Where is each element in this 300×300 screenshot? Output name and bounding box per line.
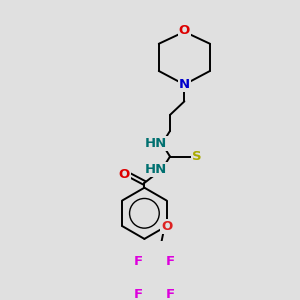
- Text: F: F: [134, 288, 143, 300]
- Text: F: F: [134, 255, 143, 268]
- Text: O: O: [161, 220, 172, 232]
- Text: F: F: [166, 255, 175, 268]
- Text: F: F: [166, 288, 175, 300]
- Text: HN: HN: [145, 137, 167, 150]
- Text: S: S: [192, 150, 201, 163]
- Text: O: O: [179, 25, 190, 38]
- Text: O: O: [119, 168, 130, 182]
- Text: HN: HN: [145, 163, 167, 176]
- Text: N: N: [179, 78, 190, 91]
